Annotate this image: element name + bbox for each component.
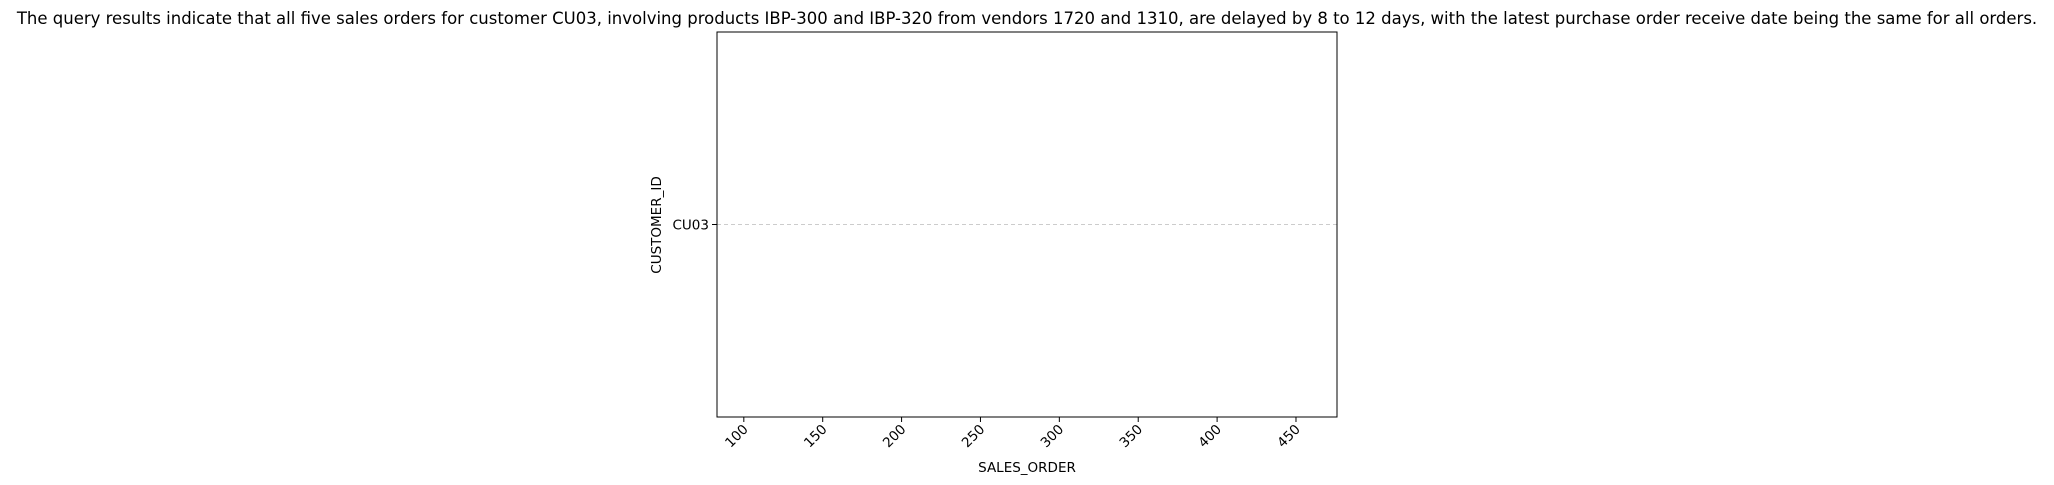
x-axis-label: SALES_ORDER xyxy=(978,460,1076,476)
y-tick-label: CU03 xyxy=(673,218,710,234)
x-tick-label: 450 xyxy=(1274,422,1304,452)
y-axis-label: CUSTOMER_ID xyxy=(649,176,665,273)
x-tick-label: 250 xyxy=(959,422,989,452)
chart-title: The query results indicate that all five… xyxy=(16,9,2037,28)
x-axis-ticks: 100 150 200 250 300 350 400 450 xyxy=(722,417,1304,451)
x-tick-label: 400 xyxy=(1195,422,1225,452)
x-tick-label: 350 xyxy=(1117,422,1147,452)
x-tick-label: 150 xyxy=(801,422,831,452)
x-tick-label: 300 xyxy=(1038,422,1068,452)
x-tick-label: 100 xyxy=(722,422,752,452)
y-axis-ticks: CU03 xyxy=(673,218,717,234)
x-tick-label: 200 xyxy=(880,422,910,452)
